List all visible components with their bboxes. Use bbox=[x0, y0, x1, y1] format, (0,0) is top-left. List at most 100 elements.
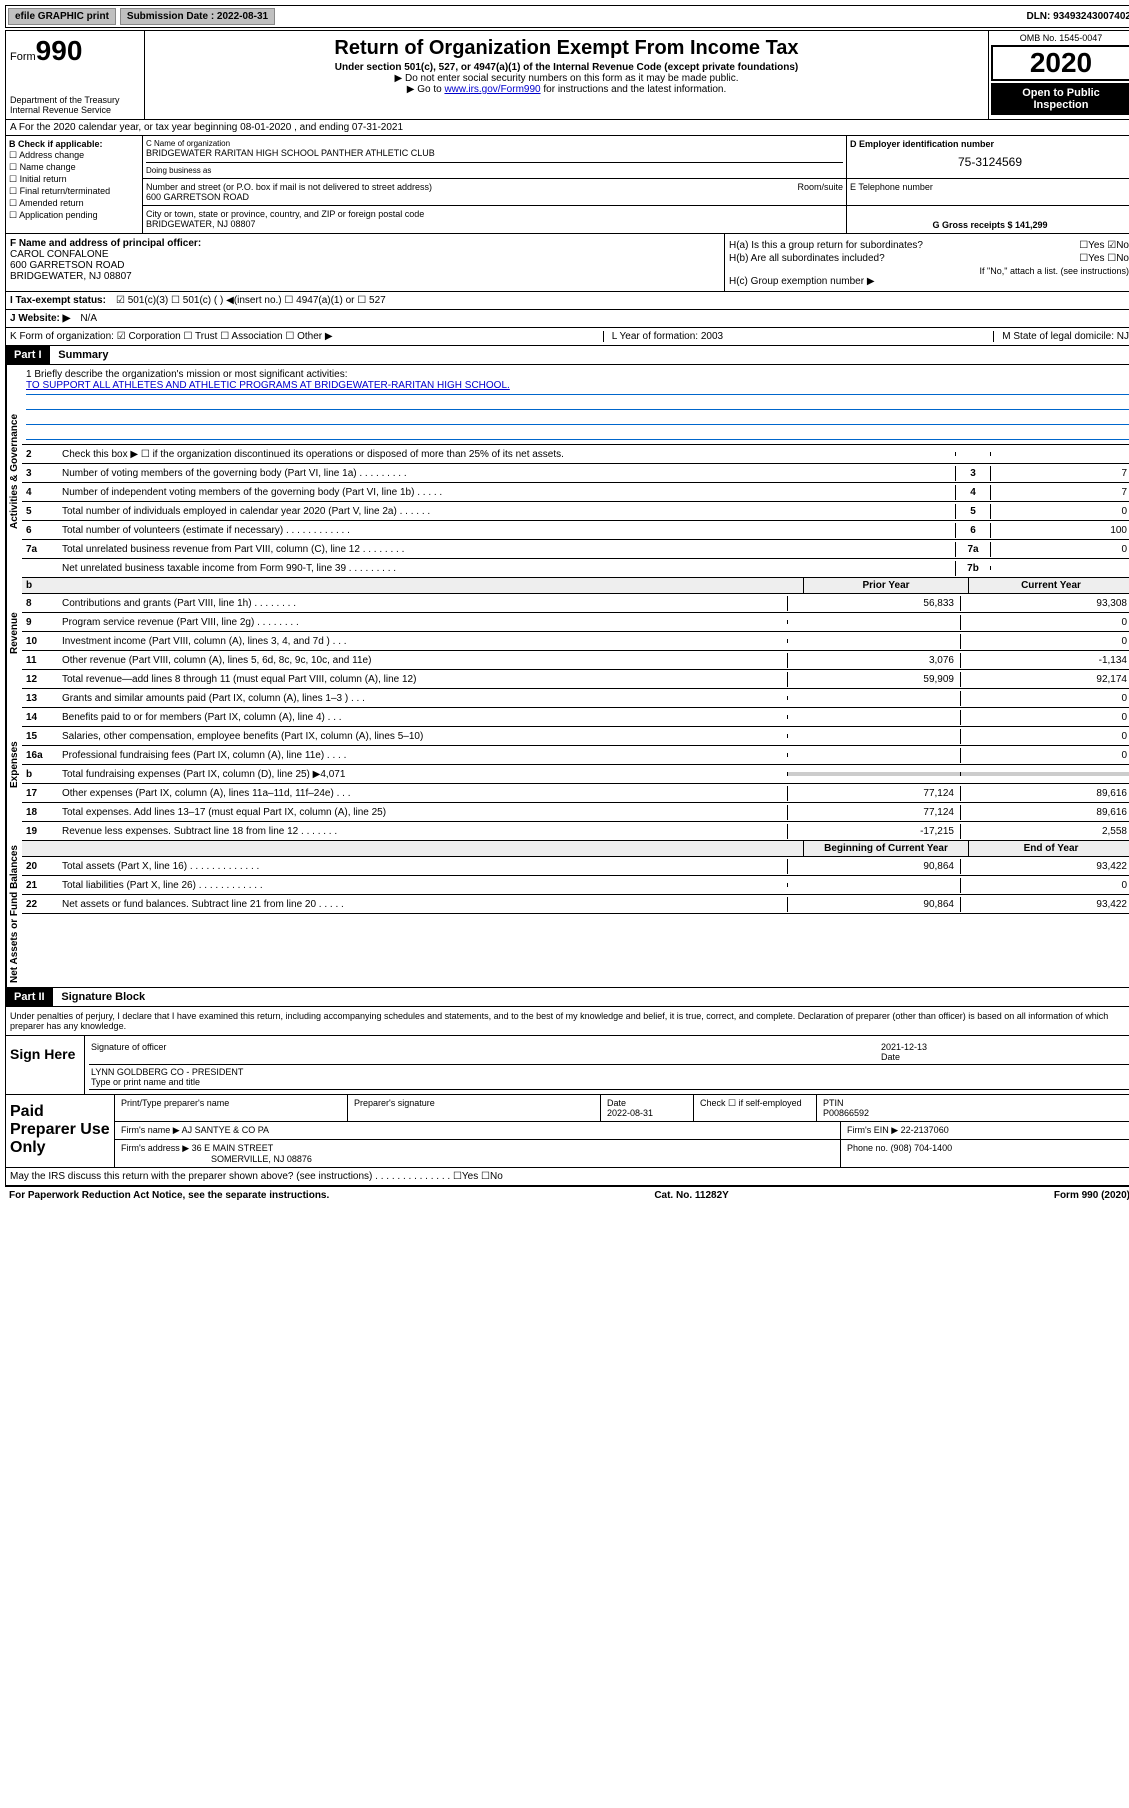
table-row: 10 Investment income (Part VIII, column … bbox=[22, 632, 1129, 651]
row-num: 11 bbox=[22, 653, 58, 668]
header-left: Form990 Department of the Treasury Inter… bbox=[6, 31, 145, 119]
governance-section: Activities & Governance 1 Briefly descri… bbox=[5, 365, 1129, 578]
row-desc: Net unrelated business taxable income fr… bbox=[58, 561, 955, 576]
checkbox-item[interactable]: Address change bbox=[9, 150, 139, 161]
checkbox-item[interactable]: Initial return bbox=[9, 174, 139, 185]
city-label: City or town, state or province, country… bbox=[146, 209, 843, 219]
addr-value: 600 GARRETSON ROAD bbox=[146, 192, 843, 202]
ein-block: D Employer identification number 75-3124… bbox=[847, 136, 1129, 178]
hb-note: If "No," attach a list. (see instruction… bbox=[729, 266, 1129, 276]
row-num: 19 bbox=[22, 824, 58, 839]
tax-year: 2020 bbox=[991, 45, 1129, 81]
row-num: 7a bbox=[22, 542, 58, 557]
table-row: b Total fundraising expenses (Part IX, c… bbox=[22, 765, 1129, 784]
sig-name: LYNN GOLDBERG CO - PRESIDENT bbox=[91, 1067, 243, 1077]
checkbox-item[interactable]: Amended return bbox=[9, 198, 139, 209]
row-num: 18 bbox=[22, 805, 58, 820]
row-desc: Other expenses (Part IX, column (A), lin… bbox=[58, 786, 787, 801]
row-label: 4 bbox=[955, 485, 990, 500]
checkbox-item[interactable]: Application pending bbox=[9, 210, 139, 221]
table-row: 7a Total unrelated business revenue from… bbox=[22, 540, 1129, 559]
part1-header: Part I bbox=[6, 346, 50, 364]
firm-addr1: 36 E MAIN STREET bbox=[192, 1143, 274, 1153]
firm-ein: 22-2137060 bbox=[901, 1125, 949, 1135]
footer-left: For Paperwork Reduction Act Notice, see … bbox=[9, 1190, 329, 1201]
top-bar: efile GRAPHIC print Submission Date : 20… bbox=[5, 5, 1129, 28]
row-label: 5 bbox=[955, 504, 990, 519]
part2-title: Signature Block bbox=[61, 991, 145, 1003]
part1-title: Summary bbox=[58, 349, 108, 361]
form-subtitle: Under section 501(c), 527, or 4947(a)(1)… bbox=[149, 62, 984, 73]
sign-here-label: Sign Here bbox=[6, 1036, 85, 1094]
prior-value bbox=[787, 753, 960, 757]
note-ssn: ▶ Do not enter social security numbers o… bbox=[149, 73, 984, 84]
j-label: J Website: ▶ bbox=[10, 313, 70, 324]
b-title: B Check if applicable: bbox=[9, 139, 139, 149]
c-label: C Name of organization bbox=[146, 139, 843, 148]
officer-name: CAROL CONFALONE bbox=[10, 249, 720, 260]
mission-text: TO SUPPORT ALL ATHLETES AND ATHLETIC PRO… bbox=[26, 380, 1129, 395]
dept-text: Department of the Treasury Internal Reve… bbox=[10, 95, 140, 115]
line-klm: K Form of organization: ☑ Corporation ☐ … bbox=[5, 328, 1129, 346]
row-value: 100 bbox=[990, 523, 1129, 538]
city-block: City or town, state or province, country… bbox=[143, 206, 847, 233]
note2-post: for instructions and the latest informat… bbox=[541, 84, 727, 95]
mission-block: 1 Briefly describe the organization's mi… bbox=[22, 365, 1129, 445]
firm-addr2: SOMERVILLE, NJ 08876 bbox=[211, 1154, 312, 1164]
row-a-tax-year: A For the 2020 calendar year, or tax yea… bbox=[5, 120, 1129, 136]
omb-text: OMB No. 1545-0047 bbox=[991, 33, 1129, 43]
table-row: 16a Professional fundraising fees (Part … bbox=[22, 746, 1129, 765]
checkbox-item[interactable]: Name change bbox=[9, 162, 139, 173]
part2-bar: Part II Signature Block bbox=[5, 988, 1129, 1007]
dln-text: DLN: 93493243007402 bbox=[1026, 11, 1129, 22]
room-label: Room/suite bbox=[797, 182, 843, 192]
checkbox-item[interactable]: Final return/terminated bbox=[9, 186, 139, 197]
signature-section: Under penalties of perjury, I declare th… bbox=[5, 1007, 1129, 1186]
row-desc: Total unrelated business revenue from Pa… bbox=[58, 542, 955, 557]
paid-preparer-label: Paid Preparer Use Only bbox=[6, 1095, 114, 1167]
part1-bar: Part I Summary bbox=[5, 346, 1129, 365]
efile-button[interactable]: efile GRAPHIC print bbox=[8, 8, 116, 25]
prior-value: 3,076 bbox=[787, 653, 960, 668]
prior-value bbox=[787, 883, 960, 887]
table-row: 14 Benefits paid to or for members (Part… bbox=[22, 708, 1129, 727]
row-value: 0 bbox=[990, 504, 1129, 519]
row-num: 16a bbox=[22, 748, 58, 763]
officer-addr1: 600 GARRETSON ROAD bbox=[10, 260, 720, 271]
table-row: 17 Other expenses (Part IX, column (A), … bbox=[22, 784, 1129, 803]
i-label: I Tax-exempt status: bbox=[10, 295, 106, 306]
submission-date-button[interactable]: Submission Date : 2022-08-31 bbox=[120, 8, 275, 25]
prior-value bbox=[787, 639, 960, 643]
mission-label: 1 Briefly describe the organization's mi… bbox=[26, 369, 1129, 380]
begin-year-header: Beginning of Current Year bbox=[803, 841, 968, 856]
mission-blank-3 bbox=[26, 425, 1129, 440]
f-label: F Name and address of principal officer: bbox=[10, 238, 720, 249]
prior-value: 59,909 bbox=[787, 672, 960, 687]
open-public-badge: Open to Public Inspection bbox=[991, 83, 1129, 115]
mission-blank-1 bbox=[26, 395, 1129, 410]
firm-ein-row: Firm's EIN ▶ 22-2137060 bbox=[841, 1122, 1129, 1139]
form-label: Form bbox=[10, 51, 36, 63]
prior-value bbox=[787, 620, 960, 624]
e-label: E Telephone number bbox=[850, 182, 933, 192]
row-desc: Contributions and grants (Part VIII, lin… bbox=[58, 596, 787, 611]
website-value: N/A bbox=[80, 313, 97, 324]
preparer-section: Paid Preparer Use Only Print/Type prepar… bbox=[6, 1094, 1129, 1167]
dba-label: Doing business as bbox=[146, 162, 843, 175]
prior-value bbox=[787, 734, 960, 738]
prep-date-label: Date bbox=[607, 1098, 626, 1108]
prior-value bbox=[787, 715, 960, 719]
row-value bbox=[990, 452, 1129, 456]
hc-label: H(c) Group exemption number ▶ bbox=[729, 276, 1129, 287]
h-block: H(a) Is this a group return for subordin… bbox=[725, 234, 1129, 291]
row-num: 10 bbox=[22, 634, 58, 649]
table-row: 5 Total number of individuals employed i… bbox=[22, 502, 1129, 521]
table-row: 22 Net assets or fund balances. Subtract… bbox=[22, 895, 1129, 914]
table-row: 6 Total number of volunteers (estimate i… bbox=[22, 521, 1129, 540]
irs-link[interactable]: www.irs.gov/Form990 bbox=[444, 84, 540, 95]
sig-date-val: 2021-12-13 bbox=[881, 1042, 927, 1052]
row-num: 20 bbox=[22, 859, 58, 874]
firm-name: AJ SANTYE & CO PA bbox=[182, 1125, 269, 1135]
addr-label: Number and street (or P.O. box if mail i… bbox=[146, 182, 432, 192]
m-state: M State of legal domicile: NJ bbox=[993, 331, 1129, 342]
